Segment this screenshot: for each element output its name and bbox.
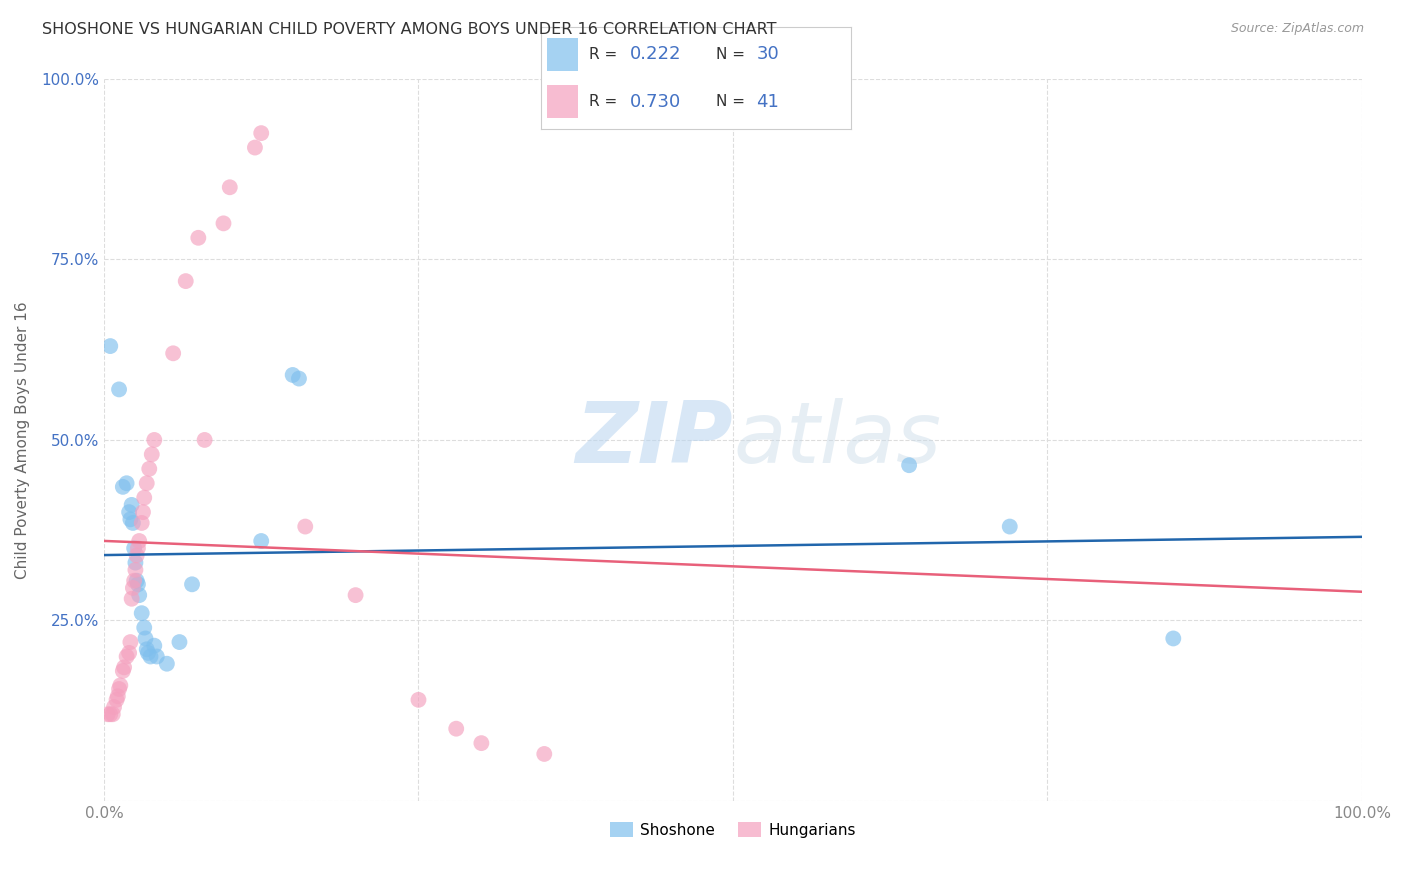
Point bbox=[118, 646, 141, 660]
Point bbox=[103, 700, 125, 714]
Point bbox=[122, 541, 145, 556]
Point bbox=[533, 747, 555, 761]
Point bbox=[112, 660, 135, 674]
Point bbox=[218, 180, 240, 194]
Point bbox=[110, 678, 132, 692]
Point bbox=[108, 681, 131, 696]
Point bbox=[288, 371, 311, 385]
Point bbox=[169, 635, 191, 649]
Text: R =: R = bbox=[589, 95, 623, 109]
Point bbox=[128, 588, 150, 602]
Point bbox=[174, 274, 197, 288]
Y-axis label: Child Poverty Among Boys Under 16: Child Poverty Among Boys Under 16 bbox=[15, 301, 30, 579]
Point bbox=[105, 693, 128, 707]
Point bbox=[243, 140, 266, 154]
Text: 0.730: 0.730 bbox=[630, 93, 681, 111]
Point bbox=[136, 646, 159, 660]
Point bbox=[212, 216, 235, 230]
Point bbox=[125, 549, 148, 563]
Point bbox=[344, 588, 367, 602]
Point bbox=[181, 577, 204, 591]
Point bbox=[127, 541, 149, 556]
Point bbox=[250, 533, 273, 548]
Point bbox=[146, 649, 169, 664]
Point bbox=[118, 505, 141, 519]
Point bbox=[131, 606, 153, 620]
Point bbox=[128, 533, 150, 548]
Text: 0.222: 0.222 bbox=[630, 45, 681, 63]
Bar bbox=[547, 38, 578, 70]
Point bbox=[132, 505, 155, 519]
Point bbox=[135, 642, 157, 657]
Point bbox=[143, 639, 166, 653]
Point bbox=[281, 368, 304, 382]
Point bbox=[143, 433, 166, 447]
Point bbox=[107, 689, 129, 703]
Point bbox=[125, 574, 148, 588]
Point bbox=[898, 458, 921, 473]
Point bbox=[134, 491, 156, 505]
Text: 30: 30 bbox=[756, 45, 779, 63]
Point bbox=[124, 556, 146, 570]
Point bbox=[98, 707, 121, 722]
Point bbox=[111, 480, 134, 494]
Legend: Shoshone, Hungarians: Shoshone, Hungarians bbox=[603, 815, 862, 844]
Text: ZIP: ZIP bbox=[575, 399, 733, 482]
Point bbox=[122, 574, 145, 588]
Point bbox=[134, 621, 156, 635]
Point bbox=[998, 519, 1021, 533]
Text: N =: N = bbox=[716, 47, 749, 62]
Point bbox=[97, 707, 120, 722]
Point bbox=[141, 447, 163, 461]
Point bbox=[139, 649, 162, 664]
Point bbox=[470, 736, 492, 750]
Point bbox=[120, 635, 142, 649]
Point bbox=[250, 126, 273, 140]
Point bbox=[156, 657, 179, 671]
Point bbox=[127, 577, 149, 591]
Point bbox=[115, 476, 138, 491]
Point bbox=[134, 632, 156, 646]
Point bbox=[131, 516, 153, 530]
Point bbox=[124, 563, 146, 577]
Point bbox=[444, 722, 467, 736]
Point bbox=[98, 339, 121, 353]
Point bbox=[408, 693, 430, 707]
Bar bbox=[547, 86, 578, 118]
Point bbox=[121, 591, 143, 606]
Text: SHOSHONE VS HUNGARIAN CHILD POVERTY AMONG BOYS UNDER 16 CORRELATION CHART: SHOSHONE VS HUNGARIAN CHILD POVERTY AMON… bbox=[42, 22, 776, 37]
Point bbox=[122, 516, 145, 530]
Text: R =: R = bbox=[589, 47, 623, 62]
Text: 41: 41 bbox=[756, 93, 779, 111]
Text: Source: ZipAtlas.com: Source: ZipAtlas.com bbox=[1230, 22, 1364, 36]
Point bbox=[122, 581, 145, 595]
Point bbox=[187, 231, 209, 245]
Point bbox=[101, 707, 124, 722]
Point bbox=[1161, 632, 1184, 646]
Point bbox=[294, 519, 316, 533]
Point bbox=[120, 512, 142, 526]
Point bbox=[108, 383, 131, 397]
Text: N =: N = bbox=[716, 95, 749, 109]
Point bbox=[162, 346, 184, 360]
Point bbox=[111, 664, 134, 678]
Point bbox=[194, 433, 217, 447]
Point bbox=[115, 649, 138, 664]
Point bbox=[138, 462, 160, 476]
Point bbox=[135, 476, 157, 491]
Point bbox=[121, 498, 143, 512]
Text: atlas: atlas bbox=[733, 399, 941, 482]
